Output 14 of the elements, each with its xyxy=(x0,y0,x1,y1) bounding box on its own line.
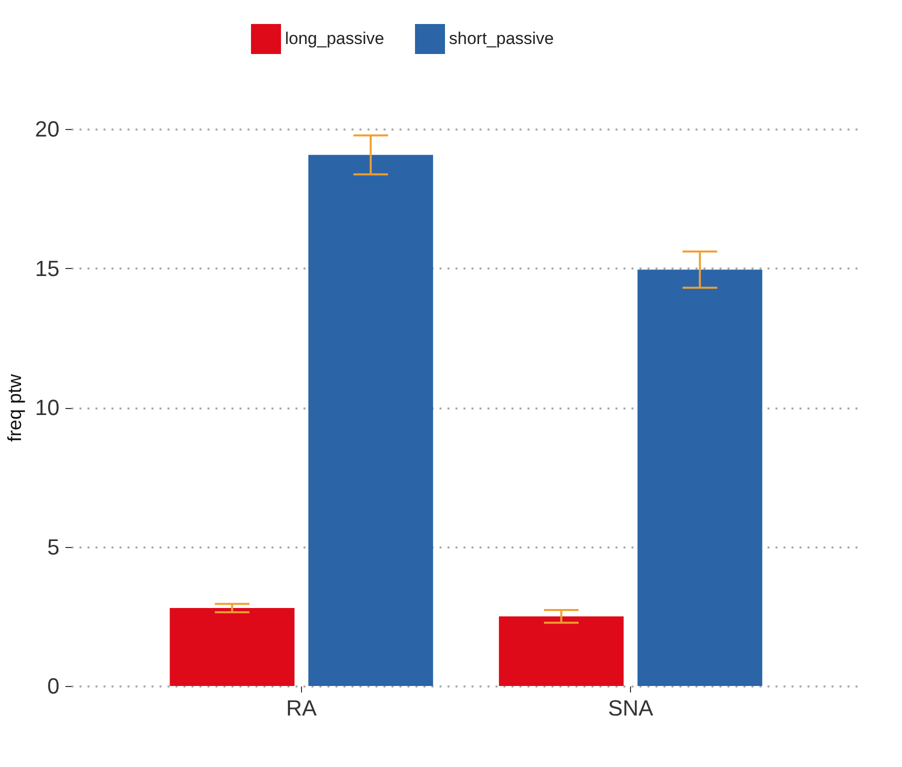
y-tick-label: 10 xyxy=(35,395,60,420)
bar xyxy=(170,608,294,686)
legend-label: long_passive xyxy=(285,29,384,48)
y-axis-title: freq ptw xyxy=(5,374,26,442)
bar xyxy=(498,616,624,686)
legend-label: short_passive xyxy=(449,29,554,48)
y-tick-label: 5 xyxy=(47,534,60,560)
x-tick-label: RA xyxy=(286,696,318,720)
y-tick-label: 0 xyxy=(47,674,60,698)
y-tick-label: 15 xyxy=(35,256,60,281)
x-tick-label: SNA xyxy=(608,696,654,720)
bar xyxy=(638,270,762,686)
bar xyxy=(308,154,434,686)
y-tick-label: 20 xyxy=(35,116,60,142)
